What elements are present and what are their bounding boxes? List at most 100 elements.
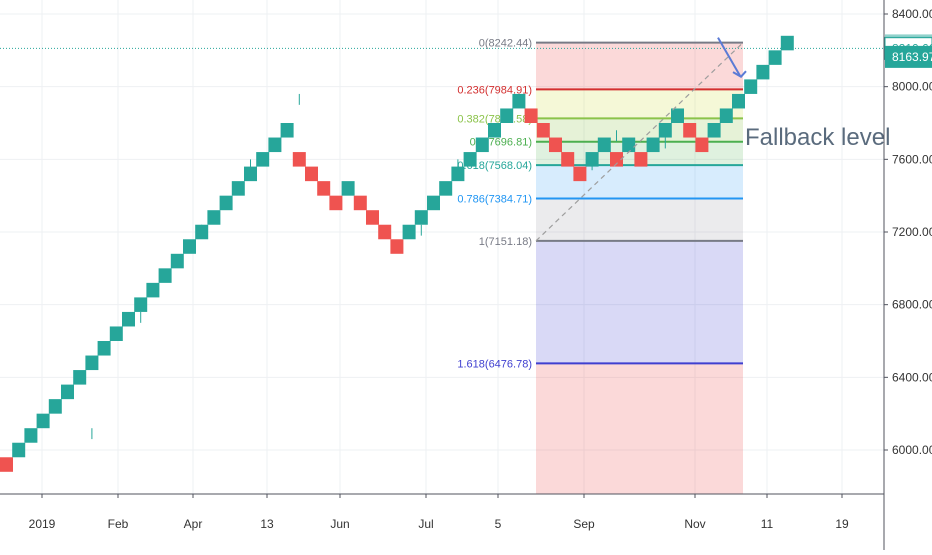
x-tick-label: Nov <box>684 517 705 531</box>
renko-brick-up <box>597 137 611 153</box>
renko-brick-up <box>475 137 489 153</box>
renko-brick-down <box>536 123 550 138</box>
fib-level-label: 1(7151.18) <box>479 236 532 248</box>
renko-brick-up <box>97 341 111 356</box>
renko-brick-up <box>122 311 135 327</box>
renko-brick-down <box>329 195 343 211</box>
y-tick-label: 8400.00 <box>892 7 932 21</box>
y-tick-label: 6400.00 <box>892 370 932 384</box>
renko-brick-down <box>524 108 538 123</box>
renko-brick-up <box>646 137 660 153</box>
fib-zone <box>536 89 743 119</box>
renko-brick-up <box>134 297 148 312</box>
renko-brick-up <box>73 370 87 385</box>
x-tick-label: 2019 <box>29 517 56 531</box>
y-tick-label: 7200.00 <box>892 225 932 239</box>
renko-brick-down <box>0 457 13 472</box>
renko-brick-down <box>683 123 697 138</box>
grid-lines <box>0 0 884 494</box>
renko-brick-up <box>402 224 416 240</box>
fib-zone <box>536 363 743 494</box>
renko-brick-up <box>719 108 733 123</box>
fib-level-label: 0.382(7825.58) <box>457 113 532 125</box>
x-tick-label: Sep <box>573 517 595 531</box>
renko-brick-up <box>451 166 465 182</box>
x-tick-label: 13 <box>260 517 274 531</box>
renko-brick-up <box>183 239 196 254</box>
price-badge-last: 8163.97 <box>892 50 932 64</box>
renko-brick-up <box>341 181 355 196</box>
fib-level-label: 0(8242.44) <box>479 38 532 50</box>
annotations: Fallback level <box>0 37 890 242</box>
renko-brick-up <box>756 64 770 80</box>
renko-brick-up <box>500 108 514 123</box>
y-tick-label: 6800.00 <box>892 298 932 312</box>
renko-brick-down <box>610 152 623 167</box>
renko-brick-up <box>512 93 526 109</box>
renko-brick-up <box>414 210 428 225</box>
renko-brick-up <box>12 442 26 458</box>
renko-brick-up <box>780 35 794 51</box>
renko-brick-up <box>170 253 184 269</box>
y-tick-label: 7600.00 <box>892 152 932 166</box>
renko-brick-down <box>549 137 562 153</box>
renko-brick-up <box>146 282 160 298</box>
fib-level-label: 0.236(7984.91) <box>457 84 532 96</box>
renko-brick-up <box>280 123 294 138</box>
renko-brick-up <box>439 181 453 196</box>
renko-brick-up <box>231 181 245 196</box>
renko-brick-up <box>427 195 440 211</box>
x-tick-label: Apr <box>184 517 203 531</box>
x-tick-label: 5 <box>495 517 502 531</box>
fib-level-label: 0.786(7384.71) <box>457 193 532 205</box>
annotation-text: Fallback level <box>745 124 890 151</box>
renko-brick-up <box>707 123 721 138</box>
y-tick-label: 6000.00 <box>892 443 932 457</box>
fibonacci-retracement: 0(8242.44) 0.236(7984.91) 0.382(7825.58) 0.… <box>457 38 743 494</box>
arrow-head <box>732 70 747 78</box>
fib-zone <box>536 165 743 199</box>
x-tick-label: Jul <box>418 517 433 531</box>
renko-brick-down <box>366 210 379 225</box>
renko-brick-down <box>317 181 331 196</box>
renko-brick-up <box>671 108 684 123</box>
renko-bricks <box>0 35 794 472</box>
renko-brick-down <box>292 152 306 167</box>
x-tick-label: Jun <box>330 517 349 531</box>
renko-brick-up <box>658 123 672 138</box>
renko-brick-up <box>732 93 745 109</box>
fib-zone <box>536 42 743 90</box>
renko-brick-up <box>219 195 233 211</box>
x-tick-label: 19 <box>835 517 849 531</box>
renko-brick-down <box>378 224 392 240</box>
y-tick-label: 8000.00 <box>892 80 932 94</box>
renko-brick-up <box>207 210 221 225</box>
renko-brick-up <box>109 326 123 341</box>
renko-brick-down <box>695 137 709 153</box>
renko-brick-up <box>256 152 270 167</box>
x-tick-label: Feb <box>108 517 129 531</box>
renko-brick-up <box>768 50 782 65</box>
renko-brick-down <box>305 166 318 182</box>
renko-brick-up <box>622 137 636 153</box>
x-tick-label: 11 <box>761 517 774 531</box>
renko-brick-up <box>158 268 172 283</box>
price-badge-accent <box>885 34 932 39</box>
renko-brick-up <box>85 355 99 371</box>
fib-zone <box>536 240 743 364</box>
renko-brick-up <box>244 166 257 182</box>
renko-brick-up <box>463 152 477 167</box>
fib-level-label: 1.618(6476.78) <box>457 358 532 370</box>
renko-brick-down <box>561 152 575 167</box>
renko-brick-down <box>353 195 367 211</box>
renko-brick-up <box>744 79 758 94</box>
renko-brick-down <box>390 239 404 254</box>
renko-brick-down <box>634 152 648 167</box>
renko-brick-up <box>61 384 74 400</box>
renko-brick-up <box>268 137 282 153</box>
fib-trend-line <box>535 42 744 242</box>
price-badge-last-box <box>885 45 932 68</box>
